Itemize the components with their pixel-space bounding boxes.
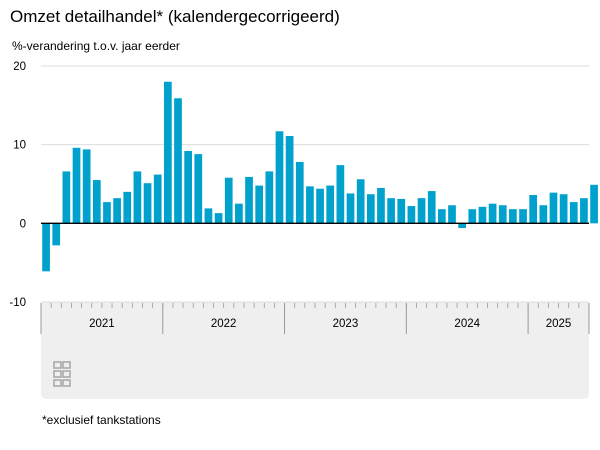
y-tick-label: -10 bbox=[9, 297, 26, 309]
y-tick-label: 20 bbox=[13, 61, 26, 73]
bar bbox=[306, 186, 314, 224]
bar bbox=[438, 209, 446, 224]
bar bbox=[539, 205, 548, 224]
bar bbox=[336, 165, 345, 224]
bar bbox=[164, 81, 172, 224]
bar bbox=[245, 176, 253, 224]
bar bbox=[62, 171, 71, 224]
bar bbox=[366, 194, 375, 224]
bar bbox=[153, 174, 162, 224]
bar bbox=[529, 195, 538, 224]
bar bbox=[498, 205, 507, 224]
bar bbox=[488, 203, 497, 224]
bar bbox=[519, 209, 527, 224]
bar bbox=[377, 187, 385, 224]
cbs-logo-icon bbox=[53, 361, 71, 387]
bar bbox=[397, 198, 406, 224]
y-axis-label: %-verandering t.o.v. jaar eerder bbox=[12, 39, 180, 53]
bar bbox=[174, 98, 182, 224]
bar bbox=[184, 150, 192, 224]
bar bbox=[143, 183, 152, 224]
bar bbox=[133, 171, 142, 224]
bar bbox=[42, 223, 50, 272]
bar bbox=[92, 180, 101, 224]
bar bbox=[387, 198, 395, 224]
bar bbox=[590, 184, 598, 224]
bar bbox=[72, 147, 81, 224]
bar bbox=[458, 223, 466, 229]
bar bbox=[509, 209, 517, 224]
bar bbox=[559, 194, 568, 224]
timeline-background bbox=[41, 302, 589, 399]
bar bbox=[407, 206, 416, 224]
bar bbox=[295, 161, 304, 224]
bar bbox=[103, 202, 111, 224]
y-tick-label: 10 bbox=[13, 140, 26, 152]
bar bbox=[214, 213, 223, 224]
bar bbox=[285, 136, 294, 224]
year-label: 2023 bbox=[333, 318, 359, 330]
bar bbox=[346, 193, 355, 224]
bar bbox=[580, 198, 588, 224]
bar bbox=[194, 154, 203, 224]
bar bbox=[569, 202, 578, 224]
bar bbox=[265, 171, 274, 224]
bar bbox=[478, 206, 487, 224]
bar bbox=[235, 203, 243, 224]
bar bbox=[549, 192, 558, 224]
bar bbox=[224, 177, 233, 224]
year-label: 2025 bbox=[546, 318, 572, 330]
gridlines bbox=[41, 65, 589, 303]
bar bbox=[448, 205, 456, 224]
bar bbox=[255, 185, 264, 224]
bar bbox=[427, 191, 436, 224]
footnote: *exclusief tankstations bbox=[42, 413, 161, 427]
bar bbox=[417, 198, 426, 224]
year-label: 2024 bbox=[454, 318, 480, 330]
year-label: 2021 bbox=[89, 318, 115, 330]
year-label: 2022 bbox=[211, 318, 237, 330]
bar bbox=[356, 179, 365, 224]
bar bbox=[52, 223, 61, 246]
bar bbox=[123, 191, 132, 224]
axes: 20 10 0 -10 2021 2022 2023 2024 2025 bbox=[9, 61, 590, 334]
bar bbox=[326, 185, 335, 224]
bar bbox=[82, 149, 91, 224]
bar bbox=[275, 131, 284, 224]
bars bbox=[42, 81, 598, 272]
bar bbox=[316, 188, 324, 224]
timeline-panel bbox=[41, 302, 589, 399]
y-tick-label: 0 bbox=[20, 218, 26, 230]
bar bbox=[113, 198, 121, 224]
bar bbox=[468, 209, 477, 224]
chart-title: Omzet detailhandel* (kalendergecorrigeer… bbox=[10, 7, 340, 26]
bar bbox=[204, 208, 213, 224]
